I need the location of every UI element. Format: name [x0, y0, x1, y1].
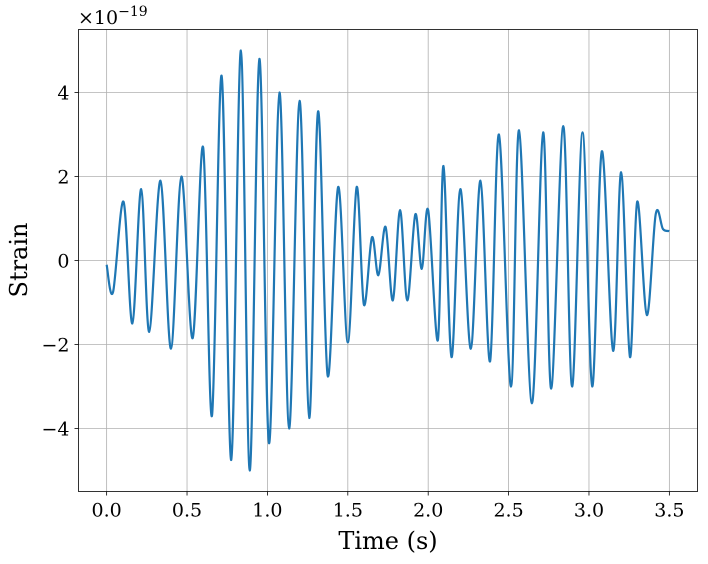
offset-label: ×10−19	[78, 4, 148, 29]
y-tick-label: 0	[57, 251, 69, 273]
x-tick-label: 2.0	[413, 500, 443, 522]
x-tick-label: 1.5	[333, 500, 363, 522]
y-tick-label: 2	[57, 167, 69, 189]
x-axis-ticks: 0.0 0.5 1.0 1.5 2.0 2.5 3.0 3.5	[92, 491, 684, 522]
y-tick-label: −4	[41, 419, 69, 441]
strain-series-line	[105, 49, 670, 472]
x-tick-label: 1.0	[252, 500, 282, 522]
y-tick-label: 4	[57, 83, 69, 105]
offset-exponent: −19	[118, 4, 148, 20]
x-tick-label: 0.0	[92, 500, 122, 522]
x-axis-label: Time (s)	[338, 527, 437, 555]
x-tick-label: 3.0	[574, 500, 604, 522]
y-axis-label: Strain	[5, 223, 33, 298]
y-tick-label: −2	[41, 335, 69, 357]
x-tick-label: 3.5	[654, 500, 684, 522]
y-axis-ticks: −4 −2 0 2 4	[41, 83, 79, 441]
x-tick-label: 0.5	[172, 500, 202, 522]
x-tick-label: 2.5	[493, 500, 523, 522]
series-layer	[105, 49, 670, 472]
